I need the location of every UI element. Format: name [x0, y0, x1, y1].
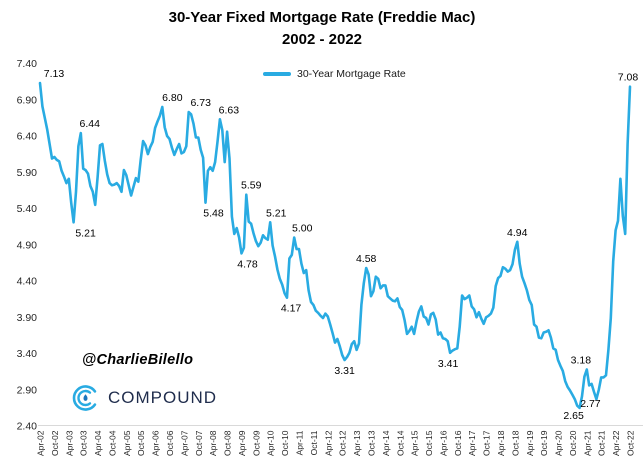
data-annotation: 5.59 [241, 180, 262, 192]
x-axis-tick-label: Apr-09 [237, 430, 247, 456]
data-annotation: 5.00 [292, 223, 313, 235]
data-annotation: 2.77 [580, 398, 601, 410]
x-axis-tick-label: Apr-20 [554, 430, 564, 456]
x-axis-tick-label: Apr-03 [64, 430, 74, 456]
x-axis-tick-label: Apr-14 [381, 430, 391, 456]
data-annotation: 6.73 [190, 97, 211, 109]
y-axis-tick-label: 3.40 [17, 348, 38, 360]
y-axis-tick-label: 4.40 [17, 276, 38, 288]
legend-line-marker [263, 72, 291, 76]
y-axis-tick-label: 5.40 [17, 203, 38, 215]
y-axis-tick-label: 5.90 [17, 167, 38, 179]
data-annotation: 4.94 [507, 227, 528, 239]
x-axis-tick-label: Oct-20 [568, 430, 578, 456]
legend: 30-Year Mortgage Rate [263, 68, 406, 80]
x-axis-tick-label: Oct-13 [366, 430, 376, 456]
data-annotation: 4.17 [281, 303, 302, 315]
x-axis-tick-label: Oct-02 [50, 430, 60, 456]
chart-title: 30-Year Fixed Mortgage Rate (Freddie Mac… [168, 9, 476, 26]
y-axis-tick-label: 6.90 [17, 94, 38, 106]
x-axis-tick-label: Oct-17 [482, 430, 492, 456]
x-axis-tick-label: Apr-18 [496, 430, 506, 456]
data-annotation: 4.78 [237, 258, 258, 270]
data-annotation: 3.18 [571, 354, 592, 366]
y-axis-tick-label: 7.40 [17, 58, 38, 70]
data-annotation: 7.13 [44, 68, 65, 80]
x-axis-tick-label: Apr-17 [467, 430, 477, 456]
x-axis-tick-label: Oct-16 [453, 430, 463, 456]
x-axis-tick-label: Apr-19 [525, 430, 535, 456]
x-axis-tick-label: Oct-09 [251, 430, 261, 456]
x-axis-tick-label: Apr-04 [93, 430, 103, 456]
x-axis-tick-label: Apr-11 [295, 430, 305, 455]
x-axis-tick-label: Oct-22 [626, 430, 636, 456]
data-annotation: 3.31 [334, 365, 355, 377]
compound-logo-text: COMPOUND [108, 388, 218, 407]
x-axis-tick-label: Oct-19 [539, 430, 549, 456]
x-axis-tick-label: Oct-03 [79, 430, 89, 456]
x-axis-tick-label: Oct-12 [338, 430, 348, 456]
x-axis-tick-label: Apr-21 [582, 430, 592, 456]
data-annotation: 5.21 [75, 227, 96, 239]
data-annotation: 6.63 [219, 104, 240, 116]
x-axis-tick-label: Apr-10 [266, 430, 276, 456]
x-axis-tick-label: Apr-07 [179, 430, 189, 456]
data-annotation: 3.41 [438, 358, 459, 370]
x-axis-tick-label: Apr-12 [323, 430, 333, 456]
y-axis-tick-label: 6.40 [17, 131, 38, 143]
x-axis-tick-label: Apr-22 [611, 430, 621, 456]
x-axis-tick-label: Oct-04 [107, 430, 117, 456]
x-axis-tick-label: Apr-08 [208, 430, 218, 456]
x-axis-tick-label: Apr-05 [122, 430, 132, 456]
legend-label: 30-Year Mortgage Rate [297, 68, 406, 80]
x-axis-tick-label: Apr-02 [36, 430, 46, 456]
compound-logo: COMPOUND [70, 382, 217, 414]
mortgage-rate-line [38, 81, 632, 410]
x-axis-tick-label: Apr-16 [438, 430, 448, 456]
y-axis-tick-label: 3.90 [17, 312, 38, 324]
x-axis-tick-label: Apr-06 [151, 430, 161, 456]
x-axis-tick-label: Apr-13 [352, 430, 362, 456]
x-axis-tick-label: Oct-06 [165, 430, 175, 456]
x-axis-tick-label: Oct-11 [309, 430, 319, 455]
title-block: 30-Year Fixed Mortgage Rate (Freddie Mac… [0, 7, 644, 51]
data-annotation: 6.44 [80, 118, 101, 130]
x-axis-tick-label: Oct-07 [194, 430, 204, 456]
data-annotation: 6.80 [162, 92, 183, 104]
data-annotation: 7.08 [618, 72, 639, 84]
x-axis-tick-label: Oct-08 [223, 430, 233, 456]
x-axis-tick-label: Oct-15 [424, 430, 434, 456]
x-axis-tick-label: Oct-21 [597, 430, 607, 456]
x-axis-tick-label: Oct-18 [510, 430, 520, 456]
y-axis-tick-label: 2.40 [17, 421, 38, 433]
data-annotation: 5.21 [266, 207, 287, 219]
watermark-handle: @CharlieBilello [82, 352, 194, 368]
chart-subtitle: 2002 - 2022 [281, 31, 363, 48]
compound-logo-icon [72, 385, 97, 411]
data-annotation: 5.48 [203, 208, 224, 220]
x-axis-tick-label: Apr-15 [410, 430, 420, 456]
y-axis-tick-label: 4.90 [17, 239, 38, 251]
x-axis-tick-label: Oct-10 [280, 430, 290, 456]
y-axis-tick-label: 2.90 [17, 384, 38, 396]
x-axis-tick-label: Oct-05 [136, 430, 146, 456]
data-annotation: 4.58 [356, 253, 377, 265]
data-annotation: 2.65 [563, 410, 584, 422]
x-axis-tick-label: Oct-14 [395, 430, 405, 456]
